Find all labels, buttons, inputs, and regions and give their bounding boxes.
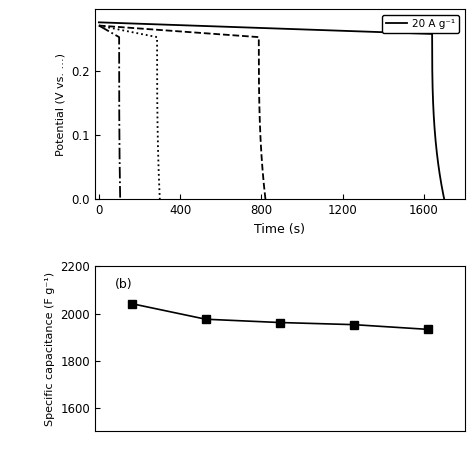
Y-axis label: Potential (V vs. …): Potential (V vs. …) bbox=[56, 53, 66, 156]
Legend: 20 A g⁻¹: 20 A g⁻¹ bbox=[382, 15, 459, 33]
Text: (b): (b) bbox=[115, 278, 133, 291]
X-axis label: Time (s): Time (s) bbox=[254, 222, 305, 236]
Y-axis label: Specific capacitance (F g⁻¹): Specific capacitance (F g⁻¹) bbox=[45, 272, 55, 426]
